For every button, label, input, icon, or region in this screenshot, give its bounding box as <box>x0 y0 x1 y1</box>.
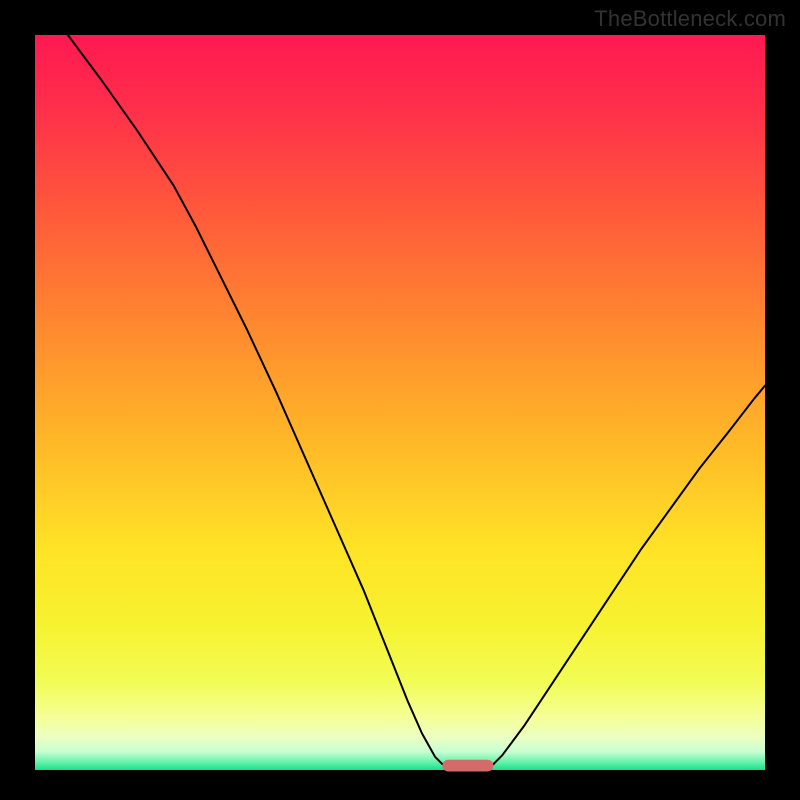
bottleneck-chart <box>0 0 800 800</box>
nadir-marker <box>442 760 493 772</box>
chart-background <box>35 35 765 770</box>
